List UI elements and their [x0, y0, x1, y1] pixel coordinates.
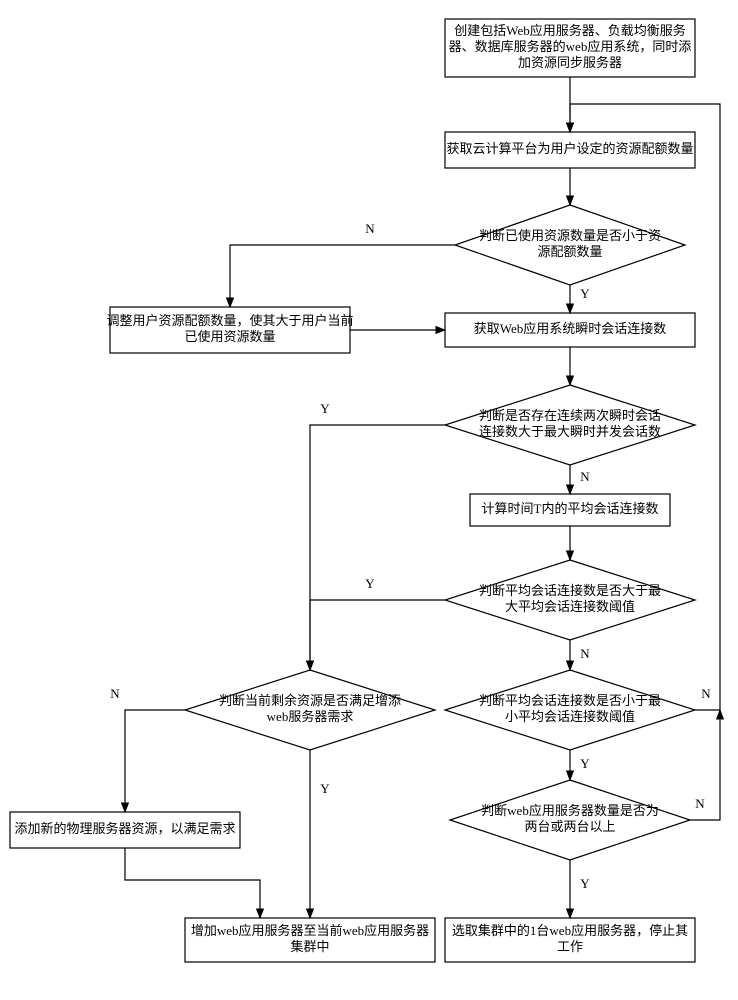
n_d2: 判断是否存在连续两次瞬时会话连接数大于最大瞬时并发会话数	[445, 385, 695, 465]
svg-text:连接数大于最大瞬时并发会话数: 连接数大于最大瞬时并发会话数	[479, 424, 661, 439]
edge-label-11: Y	[320, 401, 330, 416]
edge-15	[125, 848, 260, 918]
edge-label-16: N	[701, 686, 711, 701]
svg-text:已使用资源数量: 已使用资源数量	[184, 329, 275, 344]
svg-text:增加web应用服务器至当前web应用服务器: 增加web应用服务器至当前web应用服务器	[191, 923, 429, 938]
n_d3: 判断平均会话连接数是否大于最大平均会话连接数阈值	[445, 560, 695, 640]
svg-text:调整用户资源配额数量，使其大于用户当前: 调整用户资源配额数量，使其大于用户当前	[106, 313, 353, 328]
edge-label-8: N	[580, 646, 590, 661]
n_addphy: 添加新的物理服务器资源，以满足需求	[10, 812, 240, 848]
svg-text:判断是否存在连续两次瞬时会话: 判断是否存在连续两次瞬时会话	[479, 408, 661, 423]
edge-label-3: N	[365, 221, 375, 236]
edge-label-6: N	[580, 469, 590, 484]
svg-text:小平均会话连接数阈值: 小平均会话连接数阈值	[505, 709, 635, 724]
svg-text:器、数据库服务器的web应用系统，同时添: 器、数据库服务器的web应用系统，同时添	[449, 39, 692, 54]
edge-label-17: N	[695, 796, 705, 811]
edge-14	[125, 710, 185, 812]
n_calc: 计算时间T内的平均会话连接数	[470, 494, 670, 526]
edge-label-12: Y	[365, 576, 375, 591]
n_d4: 判断平均会话连接数是否小于最小平均会话连接数阈值	[445, 670, 695, 750]
svg-text:两台或两台以上: 两台或两台以上	[524, 819, 615, 834]
svg-text:判断已使用资源数量是否小于资: 判断已使用资源数量是否小于资	[479, 228, 661, 243]
n_d1: 判断已使用资源数量是否小于资源配额数量	[455, 205, 685, 285]
svg-text:判断平均会话连接数是否小于最: 判断平均会话连接数是否小于最	[479, 693, 661, 708]
n_stop: 选取集群中的1台web应用服务器，停止其工作	[445, 918, 695, 962]
edge-label-10: Y	[580, 876, 590, 891]
svg-text:计算时间T内的平均会话连接数: 计算时间T内的平均会话连接数	[482, 501, 659, 516]
n_d6: 判断web应用服务器数量是否为两台或两台以上	[450, 780, 690, 860]
svg-text:加资源同步服务器: 加资源同步服务器	[518, 55, 622, 70]
edge-3	[230, 245, 455, 307]
n_adjust: 调整用户资源配额数量，使其大于用户当前已使用资源数量	[106, 307, 353, 353]
edge-label-13: Y	[320, 781, 330, 796]
n_d5: 判断当前剩余资源是否满足增添web服务器需求	[185, 670, 435, 750]
svg-text:判断当前剩余资源是否满足增添: 判断当前剩余资源是否满足增添	[219, 693, 401, 708]
svg-text:判断web应用服务器数量是否为: 判断web应用服务器数量是否为	[481, 803, 659, 818]
svg-text:判断平均会话连接数是否大于最: 判断平均会话连接数是否大于最	[479, 583, 661, 598]
svg-text:添加新的物理服务器资源，以满足需求: 添加新的物理服务器资源，以满足需求	[14, 821, 235, 836]
svg-text:选取集群中的1台web应用服务器，停止其: 选取集群中的1台web应用服务器，停止其	[452, 923, 688, 938]
svg-text:源配额数量: 源配额数量	[537, 244, 602, 259]
n_sess: 获取Web应用系统瞬时会话连接数	[445, 313, 695, 347]
svg-text:创建包括Web应用服务器、负载均衡服务: 创建包括Web应用服务器、负载均衡服务	[454, 23, 686, 38]
edge-label-2: Y	[580, 286, 590, 301]
svg-text:web服务器需求: web服务器需求	[267, 709, 354, 724]
svg-text:获取Web应用系统瞬时会话连接数: 获取Web应用系统瞬时会话连接数	[474, 321, 667, 336]
svg-text:获取云计算平台为用户设定的资源配额数量: 获取云计算平台为用户设定的资源配额数量	[446, 141, 693, 156]
n_addweb: 增加web应用服务器至当前web应用服务器集群中	[185, 918, 435, 962]
edge-11	[310, 425, 445, 670]
n_quota: 获取云计算平台为用户设定的资源配额数量	[445, 132, 695, 168]
edge-12	[310, 600, 445, 670]
edge-label-14: N	[110, 686, 120, 701]
svg-text:工作: 工作	[557, 939, 583, 954]
svg-text:大平均会话连接数阈值: 大平均会话连接数阈值	[505, 599, 635, 614]
svg-text:集群中: 集群中	[290, 939, 329, 954]
edge-label-9: Y	[580, 756, 590, 771]
n_start: 创建包括Web应用服务器、负载均衡服务器、数据库服务器的web应用系统，同时添加…	[445, 19, 695, 77]
